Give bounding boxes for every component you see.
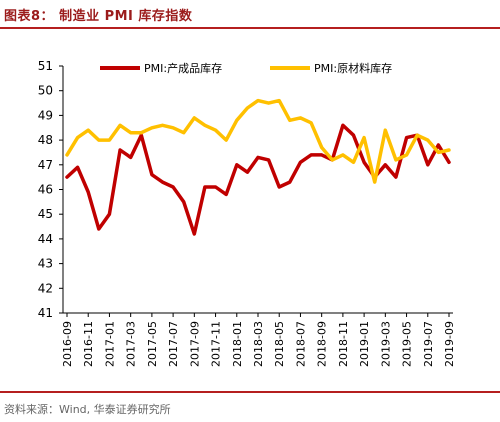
- x-tick-label: 2018-01: [231, 321, 244, 367]
- series-line-1: [65, 123, 451, 236]
- y-tick-label: 50: [38, 84, 53, 98]
- y-tick-label: 46: [38, 183, 53, 197]
- legend: PMI:产成品库存 PMI:原材料库存: [100, 61, 392, 75]
- x-tick-label: 2018-07: [294, 321, 307, 367]
- x-tick-label: 2017-07: [167, 321, 180, 367]
- x-tick-label: 2018-03: [252, 321, 265, 367]
- legend-label: PMI:产成品库存: [144, 61, 222, 75]
- x-tick-label: 2019-07: [422, 321, 435, 367]
- x-tick-label: 2018-09: [316, 321, 329, 367]
- x-tick-label: 2019-09: [443, 321, 456, 367]
- y-tick-label: 43: [38, 257, 53, 271]
- figure-title: 图表8： 制造业 PMI 库存指数: [4, 9, 193, 24]
- x-tick-label: 2019-05: [401, 321, 414, 367]
- x-tick-label: 2018-11: [337, 321, 350, 367]
- y-tick-label: 47: [38, 158, 53, 172]
- y-tick-label: 42: [38, 281, 53, 295]
- series-line-2: [65, 98, 451, 184]
- y-tick-label: 51: [38, 59, 53, 73]
- x-axis: 2016-09 2016-11 2017-01 2017-03 2017-05 2017-…: [61, 312, 456, 367]
- source-note: 资料来源：Wind, 华泰证券研究所: [4, 403, 171, 416]
- x-tick-label: 2019-03: [379, 321, 392, 367]
- title-rule: [0, 27, 500, 29]
- x-tick-label: 2017-05: [146, 321, 159, 367]
- legend-label: PMI:原材料库存: [314, 61, 392, 75]
- y-tick-label: 41: [38, 306, 53, 320]
- x-tick-label: 2019-01: [358, 321, 371, 367]
- x-tick-label: 2017-01: [103, 321, 116, 367]
- x-tick-label: 2016-11: [82, 321, 95, 367]
- x-tick-label: 2017-11: [210, 321, 223, 367]
- y-tick-label: 49: [38, 108, 53, 122]
- series-layer: [65, 98, 451, 236]
- y-tick-label: 44: [38, 232, 53, 246]
- x-tick-label: 2018-05: [273, 321, 286, 367]
- x-tick-label: 2017-09: [188, 321, 201, 367]
- bottom-rule: [0, 391, 500, 393]
- y-axis: 41 42 43 44 45 46 47 48 49 50 51: [38, 59, 64, 320]
- x-tick-label: 2017-03: [125, 321, 138, 367]
- y-tick-label: 48: [38, 133, 53, 147]
- x-tick-label: 2016-09: [61, 321, 74, 367]
- y-tick-label: 45: [38, 207, 53, 221]
